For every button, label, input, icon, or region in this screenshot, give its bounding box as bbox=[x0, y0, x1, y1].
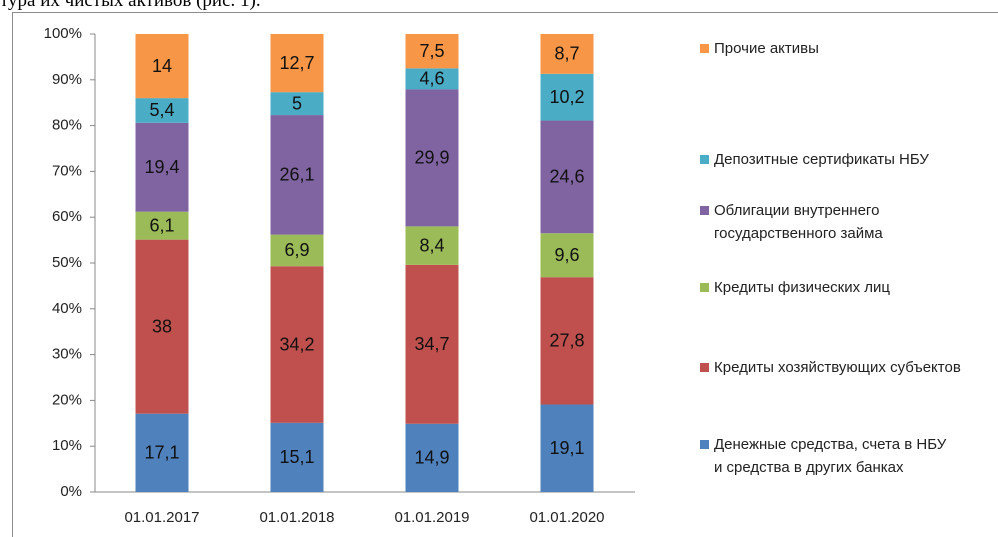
bar-segment bbox=[540, 73, 594, 121]
legend-swatch bbox=[700, 206, 709, 215]
data-label: 14,9 bbox=[414, 448, 449, 468]
data-label: 19,4 bbox=[144, 157, 179, 177]
data-label: 27,8 bbox=[549, 331, 584, 351]
legend-item: Кредиты хозяйствующих субъектов bbox=[700, 356, 970, 379]
legend-swatch bbox=[700, 44, 709, 53]
bar-segment bbox=[135, 122, 189, 212]
x-tick-label: 01.01.2018 bbox=[259, 509, 334, 526]
x-tick-label: 01.01.2019 bbox=[394, 509, 469, 526]
legend-label: Прочие активы bbox=[714, 40, 819, 57]
data-label: 38 bbox=[152, 316, 172, 336]
bar-segment bbox=[270, 422, 324, 492]
data-label: 15,1 bbox=[279, 447, 314, 467]
y-tick-label: 70% bbox=[52, 162, 82, 179]
y-tick-label: 40% bbox=[52, 300, 82, 317]
bar-segment bbox=[540, 277, 594, 405]
annotation: тура их чистых активов (рис. 1). bbox=[0, 0, 261, 11]
bar-segment bbox=[270, 115, 324, 235]
data-label: 14 bbox=[152, 56, 172, 76]
y-tick-label: 60% bbox=[52, 208, 82, 225]
y-tick-label: 20% bbox=[52, 391, 82, 408]
y-tick-label: 10% bbox=[52, 437, 82, 454]
data-label: 8,4 bbox=[419, 235, 444, 255]
y-tick-label: 50% bbox=[52, 254, 82, 271]
data-label: 24,6 bbox=[549, 167, 584, 187]
data-label: 26,1 bbox=[279, 165, 314, 185]
legend-item: Кредиты физических лиц bbox=[700, 276, 970, 299]
bar-segment bbox=[270, 34, 324, 93]
data-label: 6,9 bbox=[284, 240, 309, 260]
legend-label: Денежные средства, счета в НБУ и средств… bbox=[714, 436, 947, 476]
legend-swatch bbox=[700, 440, 709, 449]
bar-segment bbox=[540, 404, 594, 492]
bar-segment bbox=[405, 89, 459, 227]
y-tick-label: 100% bbox=[44, 25, 82, 42]
y-tick-label: 0% bbox=[60, 483, 82, 500]
bar-segment bbox=[135, 211, 189, 240]
y-tick-label: 90% bbox=[52, 71, 82, 88]
bar-segment bbox=[405, 264, 459, 424]
bar-segment bbox=[405, 226, 459, 265]
data-label: 34,2 bbox=[279, 334, 314, 354]
data-label: 6,1 bbox=[149, 215, 174, 235]
legend-label: Депозитные сертификаты НБУ bbox=[714, 151, 929, 168]
bar-segment bbox=[135, 34, 189, 99]
bar-segment bbox=[270, 92, 324, 116]
data-label: 19,1 bbox=[549, 438, 584, 458]
y-tick-label: 30% bbox=[52, 346, 82, 363]
data-label: 17,1 bbox=[144, 443, 179, 463]
bar-segment bbox=[135, 239, 189, 414]
data-label: 29,9 bbox=[414, 148, 449, 168]
bar-segment bbox=[270, 266, 324, 423]
legend-swatch bbox=[700, 155, 709, 164]
legend-swatch bbox=[700, 283, 709, 292]
bar-segment bbox=[540, 120, 594, 234]
y-tick-label: 80% bbox=[52, 117, 82, 134]
legend-item: Депозитные сертификаты НБУ bbox=[700, 148, 970, 171]
bar-segment bbox=[135, 413, 189, 492]
legend-item: Облигации внутреннего государственного з… bbox=[700, 199, 970, 245]
data-label: 9,6 bbox=[554, 245, 579, 265]
data-label: 12,7 bbox=[279, 53, 314, 73]
legend-label: Кредиты физических лиц bbox=[714, 279, 891, 296]
bar-segment bbox=[405, 68, 459, 90]
data-label: 5 bbox=[292, 93, 302, 113]
bar-segment bbox=[135, 98, 189, 123]
bar-segment bbox=[270, 234, 324, 267]
legend-label: Кредиты хозяйствующих субъектов bbox=[714, 359, 961, 376]
bar-segment bbox=[540, 233, 594, 278]
bar-segment bbox=[405, 34, 459, 69]
x-tick-label: 01.01.2017 bbox=[124, 509, 199, 526]
legend-item: Денежные средства, счета в НБУ и средств… bbox=[700, 433, 970, 479]
data-label: 5,4 bbox=[149, 100, 174, 120]
legend-swatch bbox=[700, 363, 709, 372]
legend-item: Прочие активы bbox=[700, 37, 970, 60]
data-label: 10,2 bbox=[549, 87, 584, 107]
data-label: 8,7 bbox=[554, 44, 579, 64]
x-tick-label: 01.01.2020 bbox=[529, 509, 604, 526]
data-label: 4,6 bbox=[419, 69, 444, 89]
legend-label: Облигации внутреннего государственного з… bbox=[714, 202, 883, 242]
data-label: 34,7 bbox=[414, 334, 449, 354]
bar-segment bbox=[540, 34, 594, 74]
data-label: 7,5 bbox=[419, 41, 444, 61]
bar-segment bbox=[405, 423, 459, 492]
